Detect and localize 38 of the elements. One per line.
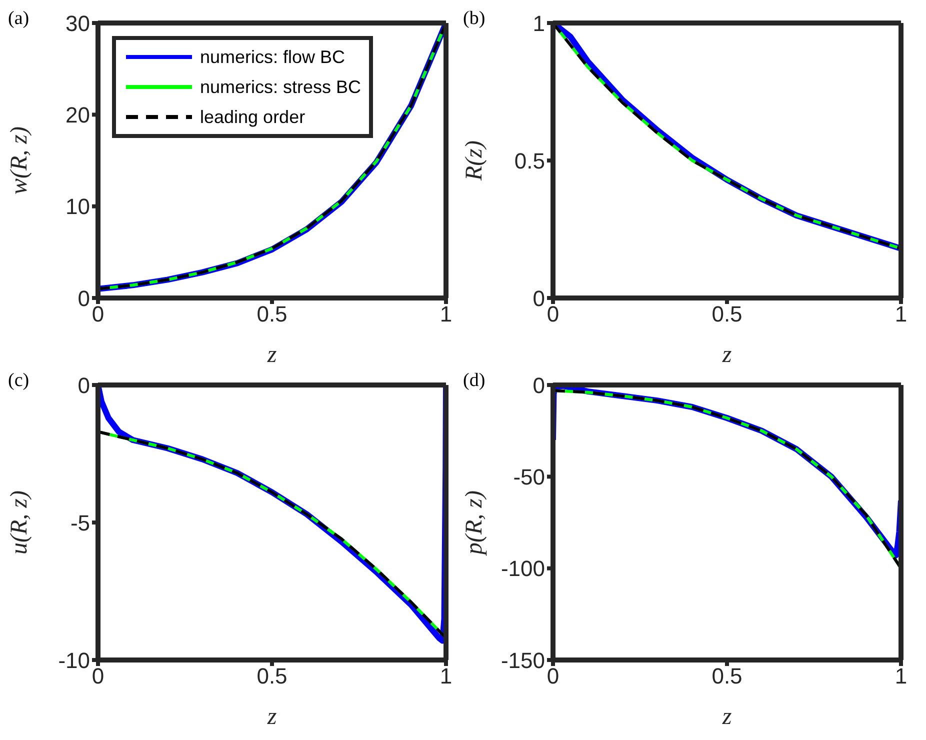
y-tick-label: 0: [78, 286, 90, 311]
x-axis-title: z: [721, 704, 732, 730]
chart-title: (a): [8, 8, 30, 30]
chart-title: (c): [8, 370, 30, 392]
y-tick-label: 0: [532, 286, 545, 311]
y-tick-label: 0: [78, 372, 90, 398]
y-axis-title: p(R, z): [462, 490, 488, 556]
x-tick-label: 0.5: [256, 664, 288, 689]
x-tick-label: 1: [440, 302, 452, 327]
y-axis-title: w(R, z): [6, 126, 33, 194]
y-axis-title: u(R, z): [6, 490, 33, 554]
y-tick-label: 0: [532, 372, 545, 398]
y-tick-label: -150: [500, 648, 545, 673]
legend-label: numerics: stress BC: [200, 76, 362, 98]
x-tick-label: 0.5: [712, 664, 742, 689]
x-tick-label: 1: [440, 664, 452, 689]
x-tick-label: 1: [894, 302, 908, 327]
x-tick-label: 0.5: [256, 302, 288, 327]
line-series: [98, 430, 446, 640]
chart-title: (d): [463, 370, 486, 392]
x-axis-title: z: [721, 342, 732, 368]
chart-title: (b): [463, 8, 486, 30]
y-tick-label: -50: [513, 464, 545, 490]
x-axis-title: z: [266, 704, 278, 730]
legend-label: leading order: [200, 106, 306, 128]
x-tick-label: 0.5: [712, 302, 742, 327]
y-tick-label: 1: [532, 10, 545, 36]
y-axis-title: R(z): [462, 140, 488, 182]
y-tick-label: -100: [500, 556, 545, 582]
y-tick-label: 20: [66, 102, 90, 128]
x-axis-title: z: [266, 342, 278, 368]
legend-label: numerics: flow BC: [200, 46, 346, 68]
y-tick-label: 30: [66, 10, 90, 36]
y-tick-label: 10: [66, 194, 90, 220]
x-tick-label: 1: [894, 664, 908, 689]
y-tick-label: 0.5: [514, 148, 545, 174]
y-tick-label: -5: [70, 510, 90, 536]
y-tick-label: -10: [58, 648, 90, 673]
